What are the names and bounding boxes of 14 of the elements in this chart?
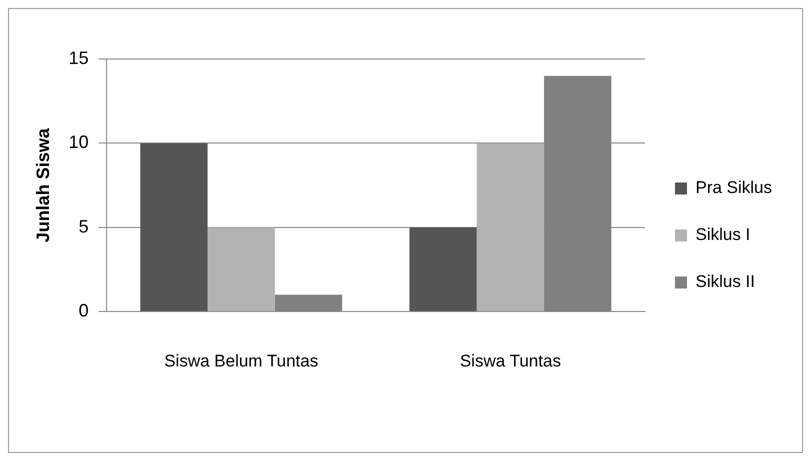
legend-label: Siklus I xyxy=(695,225,750,244)
bar xyxy=(208,227,275,312)
x-tick-label: Siswa Belum Tuntas xyxy=(164,351,318,370)
bar xyxy=(476,143,544,312)
y-tick-label: 15 xyxy=(68,48,89,68)
legend-label: Pra Siklus xyxy=(695,178,772,198)
legend-label: Siklus II xyxy=(695,272,756,292)
y-tick-label: 0 xyxy=(78,300,89,321)
y-tick-label: 10 xyxy=(68,132,89,152)
y-axis-title: Junlah Siswa xyxy=(32,127,53,242)
bar xyxy=(140,143,208,312)
x-tick-label: Siswa Tuntas xyxy=(460,351,561,370)
bar xyxy=(409,227,477,312)
y-tick-label: 5 xyxy=(78,216,89,236)
